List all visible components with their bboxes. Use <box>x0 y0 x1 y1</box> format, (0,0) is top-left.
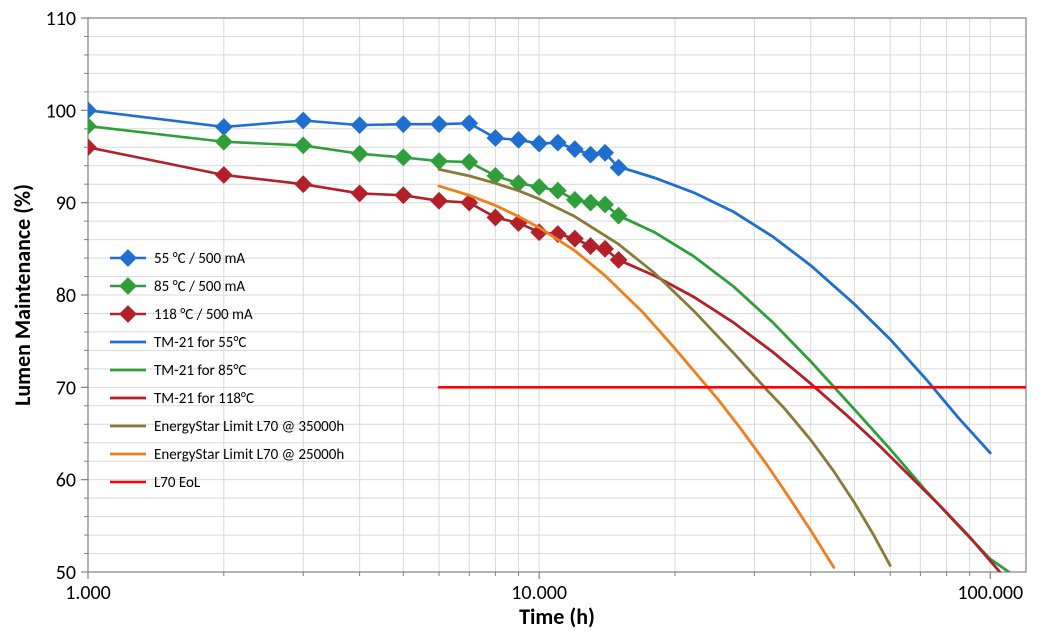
y-tick-label: 100 <box>46 99 76 123</box>
y-tick-label: 60 <box>56 469 76 493</box>
legend-label: TM-21 for 118°C <box>154 390 254 408</box>
legend-label: TM-21 for 55°C <box>154 334 246 352</box>
x-tick-label: 10.000 <box>511 581 567 605</box>
x-tick-label: 1.000 <box>65 581 111 605</box>
y-tick-label: 70 <box>56 376 76 400</box>
legend-label: TM-21 for 85°C <box>154 362 246 380</box>
legend-label: EnergyStar Limit L70 @ 25000h <box>154 446 344 464</box>
y-tick-label: 110 <box>46 7 76 31</box>
legend-label: EnergyStar Limit L70 @ 35000h <box>154 418 344 436</box>
y-tick-label: 80 <box>56 284 76 308</box>
y-axis-title: Lumen Maintenance (%) <box>9 184 36 406</box>
legend-label: L70 EoL <box>154 474 201 492</box>
lumen-maintenance-chart: 50607080901001101.00010.000100.000Lumen … <box>0 0 1044 633</box>
legend-label: 85 °C / 500 mA <box>154 278 245 296</box>
x-tick-label: 100.000 <box>957 581 1023 605</box>
legend-label: 118 °C / 500 mA <box>154 306 253 324</box>
x-axis-title: Time (h) <box>519 603 595 630</box>
chart-svg: 50607080901001101.00010.000100.000Lumen … <box>0 0 1044 633</box>
legend-label: 55 °C / 500 mA <box>154 250 245 268</box>
y-tick-label: 90 <box>56 192 76 216</box>
